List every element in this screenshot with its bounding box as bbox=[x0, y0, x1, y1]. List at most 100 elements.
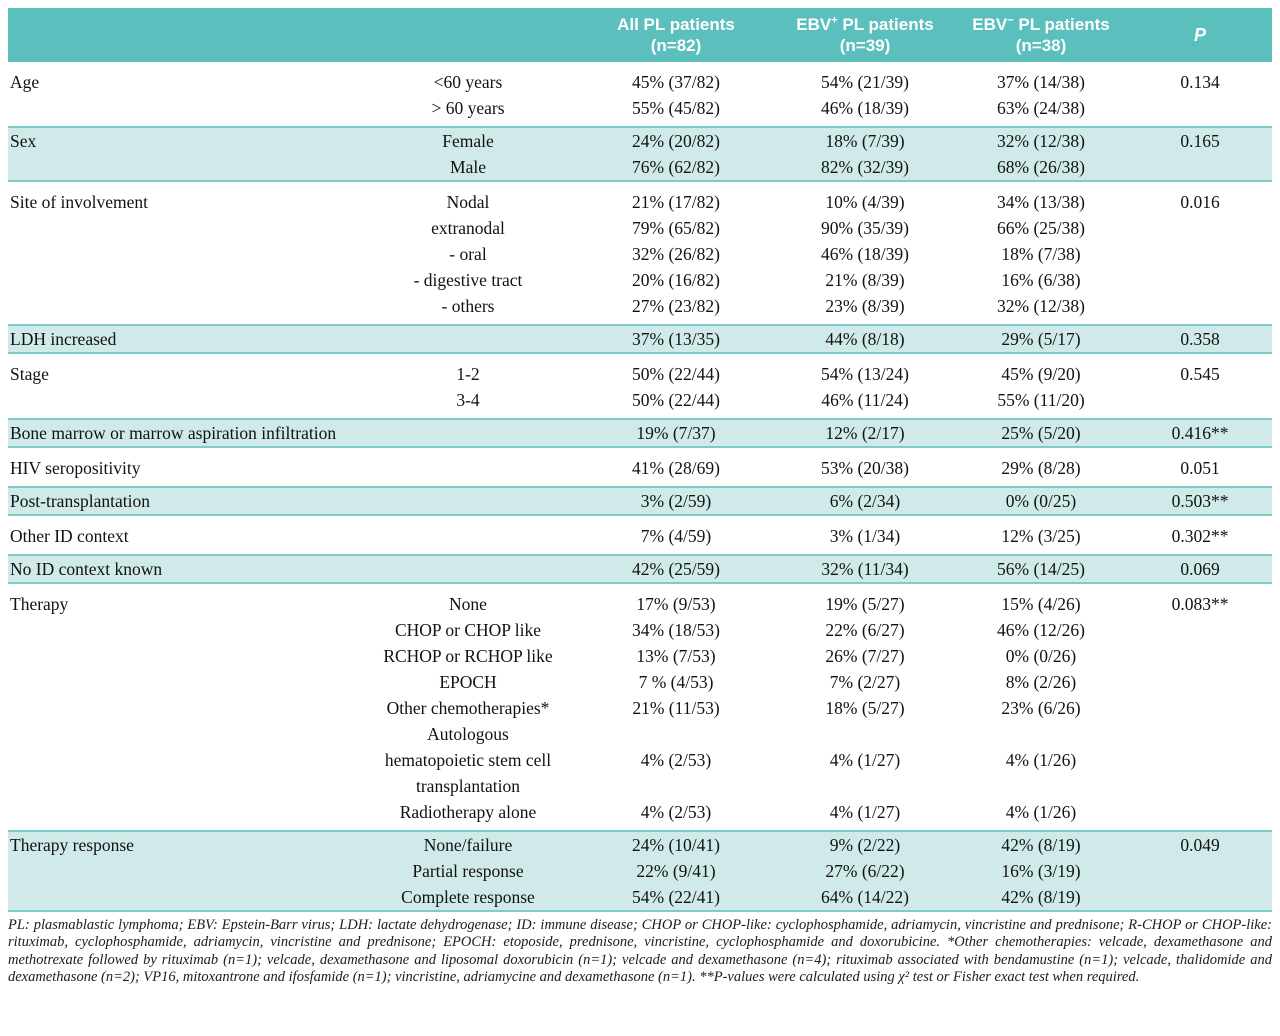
p-value: 0.545 bbox=[1180, 364, 1220, 384]
sub-label: Autologous hematopoietic stem cell trans… bbox=[384, 724, 552, 796]
p-value bbox=[1128, 721, 1272, 799]
value-all-patients: 32% (26/82) bbox=[632, 244, 720, 264]
value-all-patients: 24% (10/41) bbox=[576, 830, 776, 858]
p-value bbox=[1128, 154, 1272, 182]
value-ebv-positive: 44% (8/18) bbox=[776, 324, 954, 354]
p-value bbox=[1128, 95, 1272, 127]
value-ebv-negative: 8% (2/26) bbox=[1005, 672, 1077, 692]
value-ebv-negative: 55% (11/20) bbox=[997, 390, 1085, 410]
sub-label: - others bbox=[441, 296, 495, 316]
p-value bbox=[1128, 884, 1272, 912]
row-label: Age bbox=[10, 72, 40, 92]
sub-label bbox=[360, 486, 576, 516]
header-row: All PL patients (n=82) EBV+ PL patients (n… bbox=[8, 8, 1272, 62]
table-row: Therapy None 17% (9/53) 19% (5/27) 15% (4/26… bbox=[8, 583, 1272, 617]
header-empty-sublabel bbox=[360, 8, 576, 62]
p-value: 0.069 bbox=[1128, 554, 1272, 584]
table-row: Male 76% (62/82) 82% (32/39) 68% (26/38) bbox=[8, 154, 1272, 182]
value-ebv-negative: 18% (7/38) bbox=[1001, 244, 1081, 264]
value-ebv-negative: 4% (1/26) bbox=[1005, 750, 1077, 770]
value-ebv-negative: 32% (12/38) bbox=[954, 126, 1128, 154]
row-label: No ID context known bbox=[8, 554, 360, 584]
value-ebv-negative: 0% (0/26) bbox=[1005, 646, 1077, 666]
document-page: All PL patients (n=82) EBV+ PL patients (n… bbox=[8, 8, 1272, 986]
table-row: extranodal 79% (65/82) 90% (35/39) 66% (25/… bbox=[8, 215, 1272, 241]
value-ebv-positive: 46% (11/24) bbox=[821, 390, 909, 410]
sub-label: - digestive tract bbox=[413, 270, 523, 290]
value-ebv-negative: 68% (26/38) bbox=[954, 154, 1128, 182]
value-ebv-negative: 25% (5/20) bbox=[954, 418, 1128, 448]
table-row: 3-4 50% (22/44) 46% (11/24) 55% (11/20) bbox=[8, 387, 1272, 419]
p-value: 0.358 bbox=[1128, 324, 1272, 354]
p-value: 0.049 bbox=[1128, 830, 1272, 858]
value-ebv-positive: 6% (2/34) bbox=[776, 486, 954, 516]
p-value: 0.016 bbox=[1180, 192, 1220, 212]
value-ebv-positive: 19% (5/27) bbox=[825, 594, 905, 614]
sub-label: Male bbox=[360, 154, 576, 182]
value-all-patients: 7 % (4/53) bbox=[638, 672, 714, 692]
value-all-patients: 21% (17/82) bbox=[632, 192, 720, 212]
value-all-patients: 13% (7/53) bbox=[636, 646, 716, 666]
value-ebv-positive: 9% (2/22) bbox=[776, 830, 954, 858]
sub-label: EPOCH bbox=[439, 672, 497, 692]
p-value: 0.416** bbox=[1128, 418, 1272, 448]
p-value bbox=[1128, 695, 1272, 721]
value-all-patients: 19% (7/37) bbox=[576, 418, 776, 448]
value-all-patients: 45% (37/82) bbox=[632, 72, 720, 92]
value-all-patients: 20% (16/82) bbox=[632, 270, 720, 290]
value-ebv-positive: 12% (2/17) bbox=[776, 418, 954, 448]
table-row: EPOCH 7 % (4/53) 7% (2/27) 8% (2/26) bbox=[8, 669, 1272, 695]
row-label: Other ID context bbox=[10, 526, 129, 546]
value-ebv-positive: 46% (18/39) bbox=[821, 244, 909, 264]
p-value: 0.503** bbox=[1128, 486, 1272, 516]
sub-label: None bbox=[449, 594, 487, 614]
value-all-patients: 34% (18/53) bbox=[632, 620, 720, 640]
value-all-patients: 55% (45/82) bbox=[632, 98, 720, 118]
value-ebv-positive: 10% (4/39) bbox=[825, 192, 905, 212]
value-all-patients: 37% (13/35) bbox=[576, 324, 776, 354]
value-ebv-negative: 16% (6/38) bbox=[1001, 270, 1081, 290]
patient-characteristics-table: All PL patients (n=82) EBV+ PL patients (n… bbox=[8, 8, 1272, 912]
p-value bbox=[1128, 617, 1272, 643]
value-ebv-positive: 64% (14/22) bbox=[776, 884, 954, 912]
value-all-patients: 50% (22/44) bbox=[632, 390, 720, 410]
header-col-ebv-negative: EBV− PL patients (n=38) bbox=[954, 8, 1128, 62]
table-row: CHOP or CHOP like 34% (18/53) 22% (6/27) 46… bbox=[8, 617, 1272, 643]
row-label: LDH increased bbox=[8, 324, 360, 354]
table-row: Therapy response None/failure 24% (10/41) 9… bbox=[8, 830, 1272, 912]
row-label: Site of involvement bbox=[10, 192, 149, 212]
sub-label: Partial response bbox=[360, 858, 576, 884]
value-ebv-negative: 15% (4/26) bbox=[1001, 594, 1081, 614]
p-value bbox=[1128, 215, 1272, 241]
sub-label bbox=[360, 554, 576, 584]
value-ebv-positive: 54% (21/39) bbox=[821, 72, 909, 92]
value-all-patients: 3% (2/59) bbox=[576, 486, 776, 516]
p-value: 0.134 bbox=[1180, 72, 1220, 92]
row-label: Bone marrow or marrow aspiration infiltr… bbox=[8, 418, 360, 448]
sub-label: Female bbox=[360, 126, 576, 154]
value-all-patients: 7% (4/59) bbox=[640, 526, 712, 546]
sub-label: 1-2 bbox=[456, 364, 480, 384]
value-all-patients: 42% (25/59) bbox=[576, 554, 776, 584]
value-all-patients: 41% (28/69) bbox=[632, 458, 720, 478]
sub-label: <60 years bbox=[433, 72, 503, 92]
sub-label: CHOP or CHOP like bbox=[394, 620, 541, 640]
table-row: Bone marrow or marrow aspiration infiltr… bbox=[8, 418, 1272, 448]
sub-label: > 60 years bbox=[431, 98, 505, 118]
row-label: Sex bbox=[8, 126, 360, 182]
value-ebv-negative: 45% (9/20) bbox=[1001, 364, 1081, 384]
value-ebv-negative: 37% (14/38) bbox=[997, 72, 1085, 92]
sub-label: 3-4 bbox=[456, 390, 480, 410]
p-value bbox=[1128, 799, 1272, 831]
value-ebv-negative: 23% (6/26) bbox=[1001, 698, 1081, 718]
value-ebv-positive: 21% (8/39) bbox=[825, 270, 905, 290]
value-ebv-negative: 0% (0/25) bbox=[954, 486, 1128, 516]
sub-label bbox=[360, 418, 576, 448]
table-row: No ID context known 42% (25/59) 32% (11/34… bbox=[8, 554, 1272, 584]
footnote: PL: plasmablastic lymphoma; EBV: Epstein… bbox=[8, 917, 1272, 986]
table-body: Age <60 years 45% (37/82) 54% (21/39) 37% (1… bbox=[8, 62, 1272, 912]
table-row: Other ID context 7% (4/59) 3% (1/34) 12% (3… bbox=[8, 515, 1272, 555]
sub-label: RCHOP or RCHOP like bbox=[383, 646, 553, 666]
table-row: > 60 years 55% (45/82) 46% (18/39) 63% (24/… bbox=[8, 95, 1272, 127]
p-value bbox=[1128, 643, 1272, 669]
